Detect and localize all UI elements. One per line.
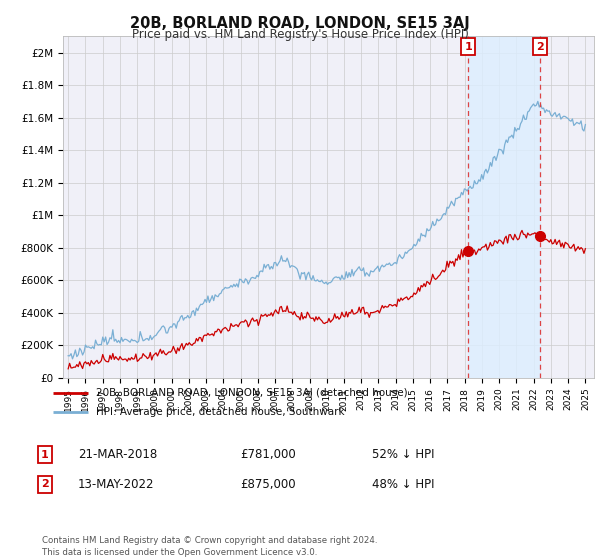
- Text: 48% ↓ HPI: 48% ↓ HPI: [372, 478, 434, 491]
- Text: Contains HM Land Registry data © Crown copyright and database right 2024.
This d: Contains HM Land Registry data © Crown c…: [42, 536, 377, 557]
- Text: 52% ↓ HPI: 52% ↓ HPI: [372, 448, 434, 461]
- Bar: [469, 36, 540, 378]
- Text: 20B, BORLAND ROAD, LONDON, SE15 3AJ: 20B, BORLAND ROAD, LONDON, SE15 3AJ: [130, 16, 470, 31]
- Text: 21-MAR-2018: 21-MAR-2018: [78, 448, 157, 461]
- Text: 2: 2: [41, 479, 49, 489]
- Text: 1: 1: [464, 41, 472, 52]
- Text: £781,000: £781,000: [240, 448, 296, 461]
- Text: HPI: Average price, detached house, Southwark: HPI: Average price, detached house, Sout…: [96, 407, 344, 417]
- Text: £875,000: £875,000: [240, 478, 296, 491]
- Text: 2: 2: [536, 41, 544, 52]
- Text: 20B, BORLAND ROAD, LONDON, SE15 3AJ (detached house): 20B, BORLAND ROAD, LONDON, SE15 3AJ (det…: [96, 388, 407, 398]
- Text: 1: 1: [41, 450, 49, 460]
- Text: 13-MAY-2022: 13-MAY-2022: [78, 478, 155, 491]
- Text: Price paid vs. HM Land Registry's House Price Index (HPI): Price paid vs. HM Land Registry's House …: [131, 28, 469, 41]
